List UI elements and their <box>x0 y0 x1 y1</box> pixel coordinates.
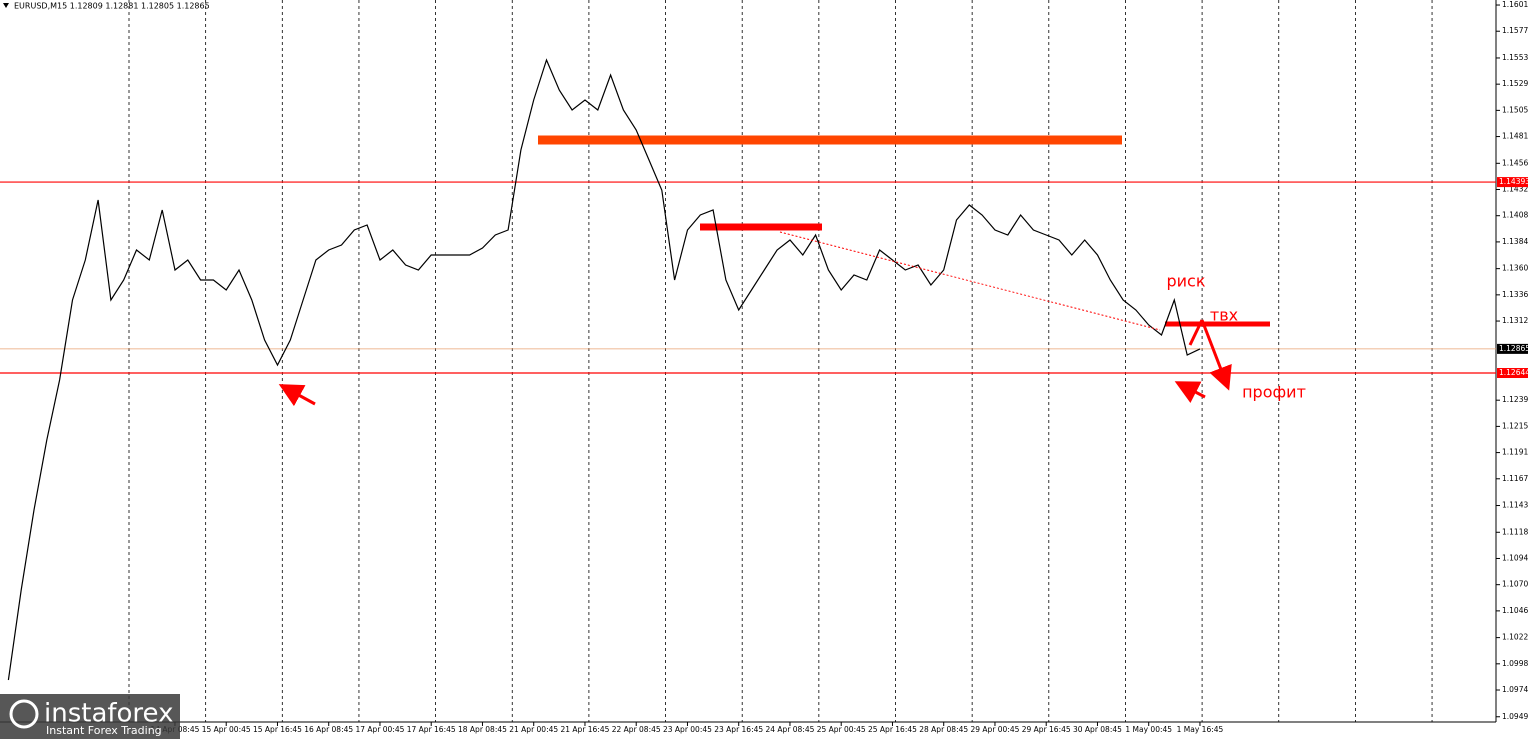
y-tick-label: 1.10945 <box>1502 553 1528 562</box>
y-tick-label: 1.14810 <box>1502 132 1528 141</box>
price-label: 1.12865 <box>1499 344 1528 353</box>
y-tick-label: 1.14565 <box>1502 158 1528 167</box>
y-tick-label: 1.13845 <box>1502 237 1528 246</box>
arrow <box>1188 319 1204 346</box>
x-tick-label: 15 Apr 00:45 <box>202 725 251 734</box>
y-tick-label: 1.15775 <box>1502 26 1528 35</box>
arrow <box>1200 319 1232 391</box>
y-tick-label: 1.13120 <box>1502 316 1528 325</box>
annotation: риск <box>1166 272 1205 291</box>
arrow <box>278 384 316 407</box>
y-tick-label: 1.1553 <box>1502 53 1528 62</box>
x-tick-label: 21 Apr 00:45 <box>509 725 558 734</box>
y-tick-label: 1.09495 <box>1502 712 1528 721</box>
y-tick-label: 1.14325 <box>1502 185 1528 194</box>
x-tick-label: 21 Apr 16:45 <box>561 725 610 734</box>
x-tick-label: 28 Apr 08:45 <box>919 725 968 734</box>
y-tick-label: 1.11430 <box>1502 501 1528 510</box>
y-tick-label: 1.15050 <box>1502 105 1528 114</box>
annotation: профит <box>1242 383 1306 402</box>
watermark-tagline: Instant Forex Trading <box>46 724 162 737</box>
y-tick-label: 1.12395 <box>1502 395 1528 404</box>
x-tick-label: 16 Apr 08:45 <box>304 725 353 734</box>
price-line-series <box>7 58 1201 681</box>
annotation: твх <box>1210 306 1238 325</box>
price-label-box <box>1497 177 1528 188</box>
price-label-box <box>1497 343 1528 354</box>
x-tick-label: 22 Apr 08:45 <box>612 725 661 734</box>
watermark-name: instaforex <box>44 699 173 729</box>
watermark-logo <box>9 699 39 729</box>
y-tick-label: 1.14085 <box>1502 211 1528 220</box>
y-tick-label: 1.10705 <box>1502 580 1528 589</box>
x-tick-label: 24 Apr 08:45 <box>766 725 815 734</box>
watermark: instaforex Instant Forex Trading <box>0 694 180 739</box>
y-tick-label: 1.13360 <box>1502 290 1528 299</box>
y-tick-label: 1.13600 <box>1502 264 1528 273</box>
x-tick-label: 23 Apr 16:45 <box>714 725 763 734</box>
title-marker <box>3 3 9 8</box>
x-tick-label: 18 Apr 08:45 <box>458 725 507 734</box>
y-tick-label: 1.12155 <box>1502 421 1528 430</box>
x-tick-label: 15 Apr 16:45 <box>253 725 302 734</box>
y-tick-label: 1.16015 <box>1502 0 1528 9</box>
y-tick-label: 1.11915 <box>1502 448 1528 457</box>
x-tick-label: 30 Apr 08:45 <box>1073 725 1122 734</box>
x-tick-label: 29 Apr 16:45 <box>1022 725 1071 734</box>
y-tick-label: 1.09740 <box>1502 685 1528 694</box>
chart-title: EURUSD,M15 1.12809 1.12881 1.12805 1.128… <box>14 2 210 11</box>
x-tick-label: 25 Apr 00:45 <box>817 725 866 734</box>
y-tick-label: 1.11185 <box>1502 527 1528 536</box>
y-tick-label: 1.1529 <box>1502 79 1528 88</box>
price-label: 1.14393 <box>1499 177 1528 186</box>
trend-line <box>779 231 1161 331</box>
price-label: 1.12644 <box>1499 368 1528 377</box>
y-tick-label: 1.10465 <box>1502 606 1528 615</box>
y-tick-label: 1.10220 <box>1502 633 1528 642</box>
arrow <box>1174 381 1206 403</box>
x-tick-label: 29 Apr 00:45 <box>971 725 1020 734</box>
price-label-box <box>1497 368 1528 379</box>
x-tick-label: 1 May 00:45 <box>1125 725 1172 734</box>
x-tick-label: 23 Apr 00:45 <box>663 725 712 734</box>
y-tick-label: 1.11675 <box>1502 474 1528 483</box>
x-tick-label: 17 Apr 16:45 <box>407 725 456 734</box>
y-tick-label: 1.09980 <box>1502 659 1528 668</box>
x-tick-label: 25 Apr 16:45 <box>868 725 917 734</box>
x-tick-label: 1 May 16:45 <box>1177 725 1224 734</box>
x-tick-label: 17 Apr 00:45 <box>356 725 405 734</box>
